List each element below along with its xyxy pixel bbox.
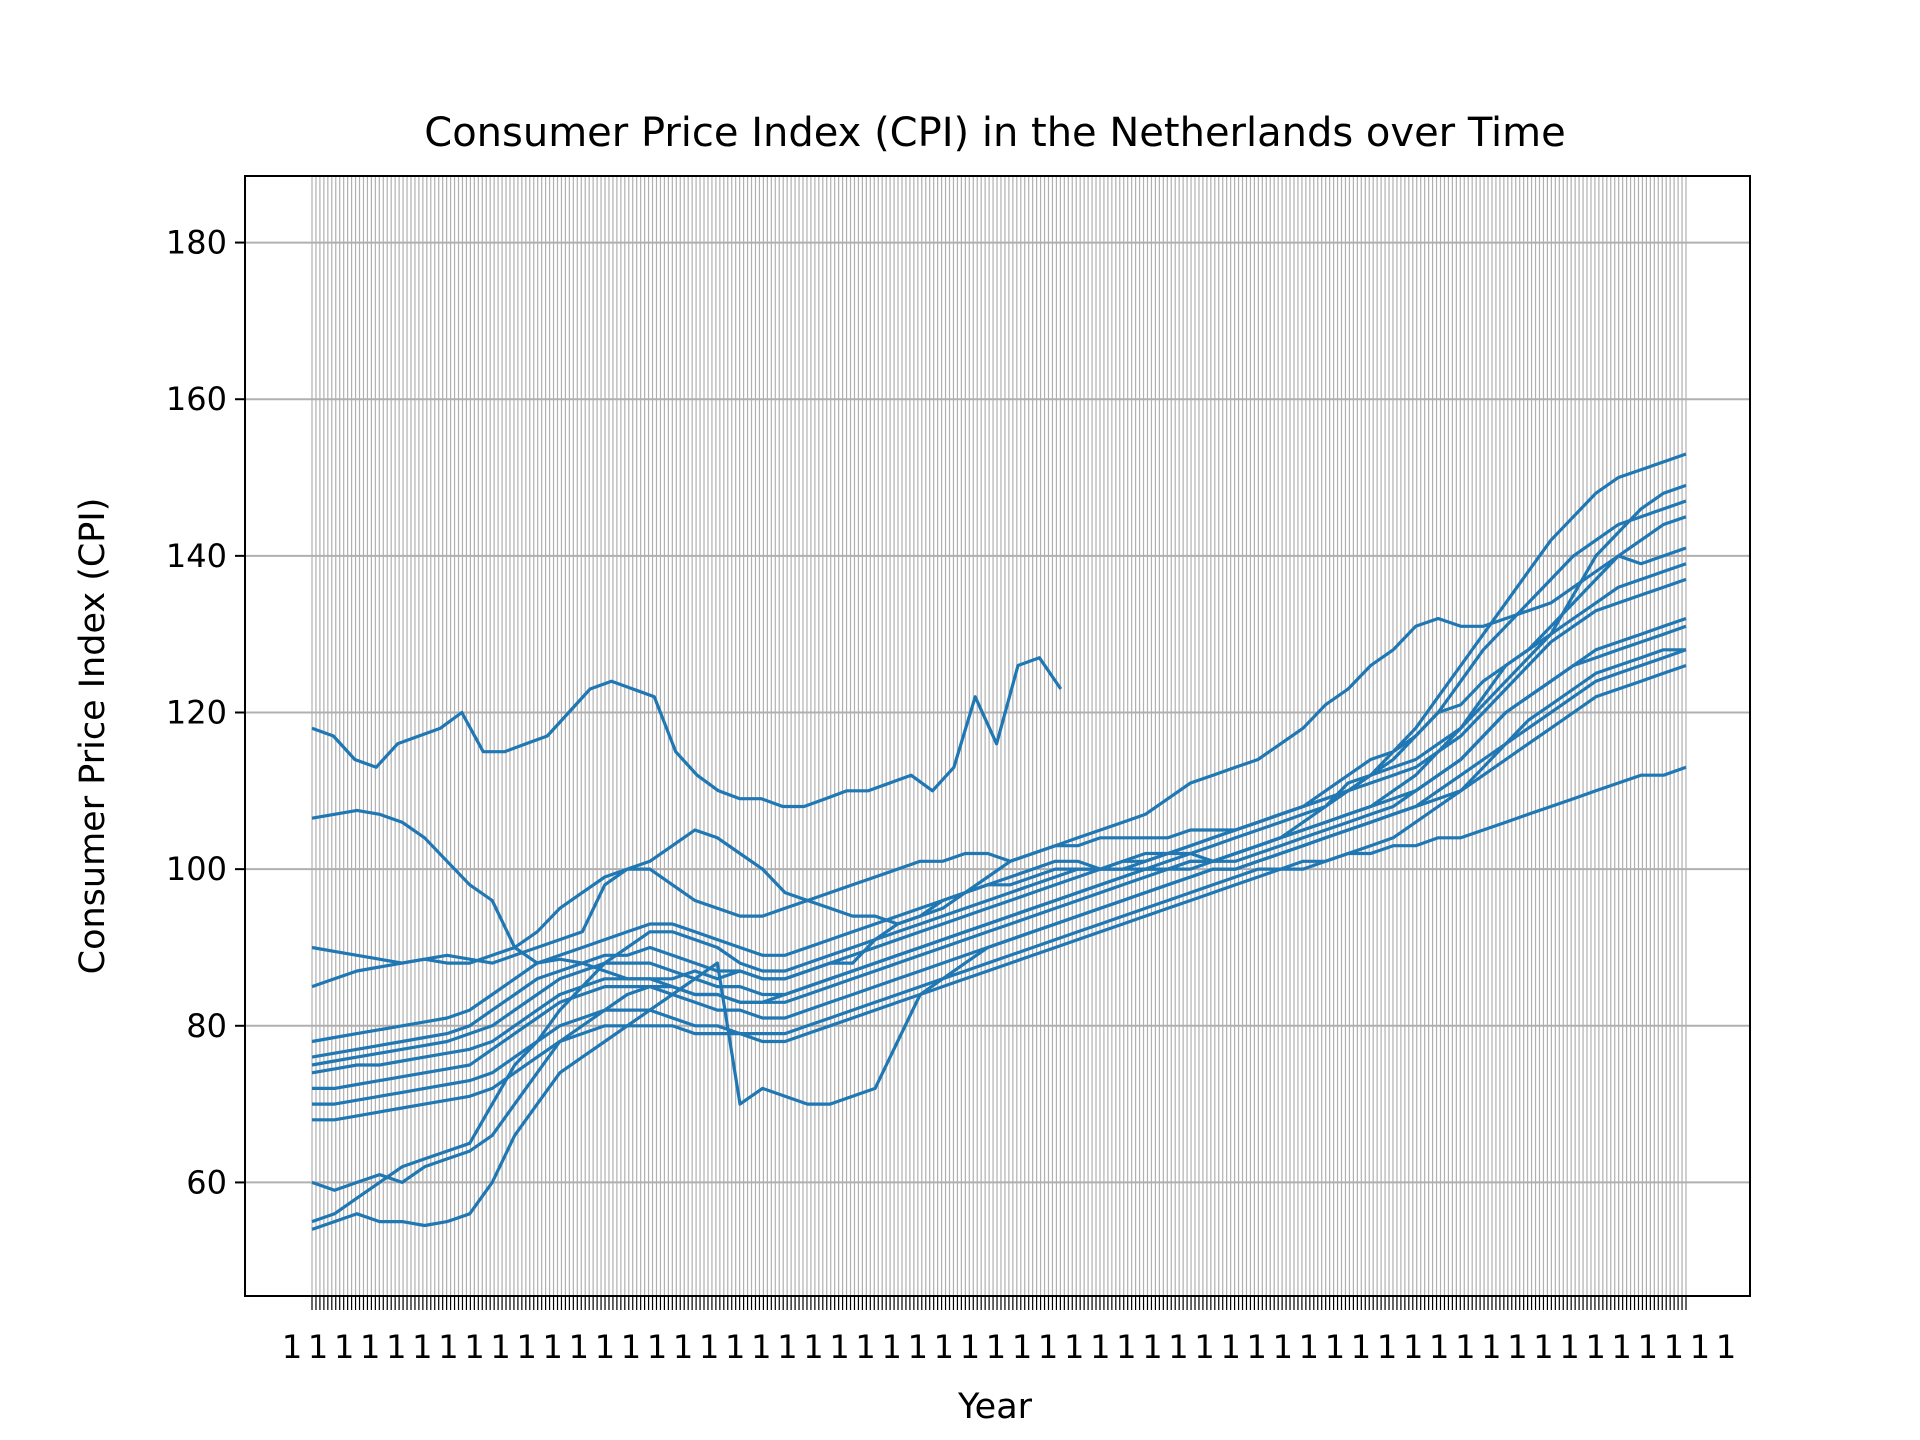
x-tick-label: 1 (464, 1328, 484, 1366)
x-tick-label: 1 (1142, 1328, 1162, 1366)
x-gridlines (311, 176, 1687, 1296)
x-tick-label: 1 (334, 1328, 354, 1366)
x-tick-label: 1 (490, 1328, 510, 1366)
x-tick-label: 1 (1533, 1328, 1553, 1366)
x-tick-label: 1 (1377, 1328, 1397, 1366)
x-tick-label: 1 (829, 1328, 849, 1366)
series-line (311, 648, 1687, 1231)
x-tick-label: 1 (1716, 1328, 1736, 1366)
x-tick-label: 1 (1273, 1328, 1293, 1366)
series-line (311, 577, 1687, 1224)
series-line (311, 624, 1687, 1192)
y-gridlines (245, 241, 1750, 1184)
x-tick-label: 1 (699, 1328, 719, 1366)
y-tick-label: 100 (166, 850, 227, 888)
x-tick-label: 1 (647, 1328, 667, 1366)
x-tick-label: 1 (751, 1328, 771, 1366)
y-axis-label: Consumer Price Index (CPI) (73, 498, 113, 975)
x-tick-label: 1 (438, 1328, 458, 1366)
series-line (311, 515, 1687, 989)
x-tick-label: 1 (803, 1328, 823, 1366)
x-tick-label: 1 (1090, 1328, 1110, 1366)
x-tick-label: 1 (412, 1328, 432, 1366)
x-tick-label: 1 (1194, 1328, 1214, 1366)
y-tick-label: 80 (186, 1007, 227, 1045)
x-tick-label: 1 (1325, 1328, 1345, 1366)
x-tick-label: 1 (725, 1328, 745, 1366)
x-tick-label: 1 (673, 1328, 693, 1366)
x-tick-label: 1 (1299, 1328, 1319, 1366)
x-tick-label: 1 (1064, 1328, 1084, 1366)
x-tick-label: 1 (1116, 1328, 1136, 1366)
x-tick-label: 1 (282, 1328, 302, 1366)
x-tick-label: 1 (908, 1328, 928, 1366)
x-tick-label: 1 (595, 1328, 615, 1366)
x-tick-label: 1 (1220, 1328, 1240, 1366)
series-line (311, 452, 1687, 1044)
y-axis: 60 80 100 120 140 160 180 (166, 224, 245, 1201)
x-tick-label: 1 (1585, 1328, 1605, 1366)
x-tick-label: 1 (621, 1328, 641, 1366)
x-tick-label: 1 (1690, 1328, 1710, 1366)
x-tick-label: 1 (986, 1328, 1006, 1366)
x-tick-label: 1 (360, 1328, 380, 1366)
x-tick-label: 1 (516, 1328, 536, 1366)
x-axis-label: Year (957, 1387, 1033, 1427)
series-lines (311, 452, 1687, 1231)
x-tick-label: 1 (881, 1328, 901, 1366)
y-tick-label: 140 (166, 537, 227, 575)
y-tick-label: 60 (186, 1163, 227, 1201)
y-tick-label: 120 (166, 694, 227, 732)
series-line (311, 483, 1687, 965)
x-tick-label: 1 (934, 1328, 954, 1366)
x-tick-label: 1 (1168, 1328, 1188, 1366)
x-tick-label: 1 (1664, 1328, 1684, 1366)
y-tick-label: 180 (166, 224, 227, 262)
series-line (311, 656, 1063, 809)
x-tick-label: 1 (308, 1328, 328, 1366)
x-tick-label: 1 (855, 1328, 875, 1366)
x-tick-label: 1 (1351, 1328, 1371, 1366)
series-line (311, 499, 1687, 1059)
series-line (312, 648, 1686, 1122)
x-tick-label: 1 (1403, 1328, 1423, 1366)
x-tick-label: 1 (1481, 1328, 1501, 1366)
x-tick-label: 1 (1559, 1328, 1579, 1366)
x-tick-label: 1 (777, 1328, 797, 1366)
x-tick-label: 1 (1429, 1328, 1449, 1366)
x-tick-label: 1 (1247, 1328, 1267, 1366)
x-tick-label: 1 (1038, 1328, 1058, 1366)
x-tick-label: 1 (569, 1328, 589, 1366)
chart-title: Consumer Price Index (CPI) in the Nether… (424, 110, 1565, 156)
x-tick-label: 1 (960, 1328, 980, 1366)
x-tick-label: 1 (543, 1328, 563, 1366)
x-tick-label: 1 (1012, 1328, 1032, 1366)
x-tick-label: 1 (1638, 1328, 1658, 1366)
x-tick-label: 1 (1612, 1328, 1632, 1366)
x-tick-label: 1 (1455, 1328, 1475, 1366)
y-tick-label: 160 (166, 380, 227, 418)
x-tick-label: 1 (386, 1328, 406, 1366)
x-tick-label: 1 (1507, 1328, 1527, 1366)
